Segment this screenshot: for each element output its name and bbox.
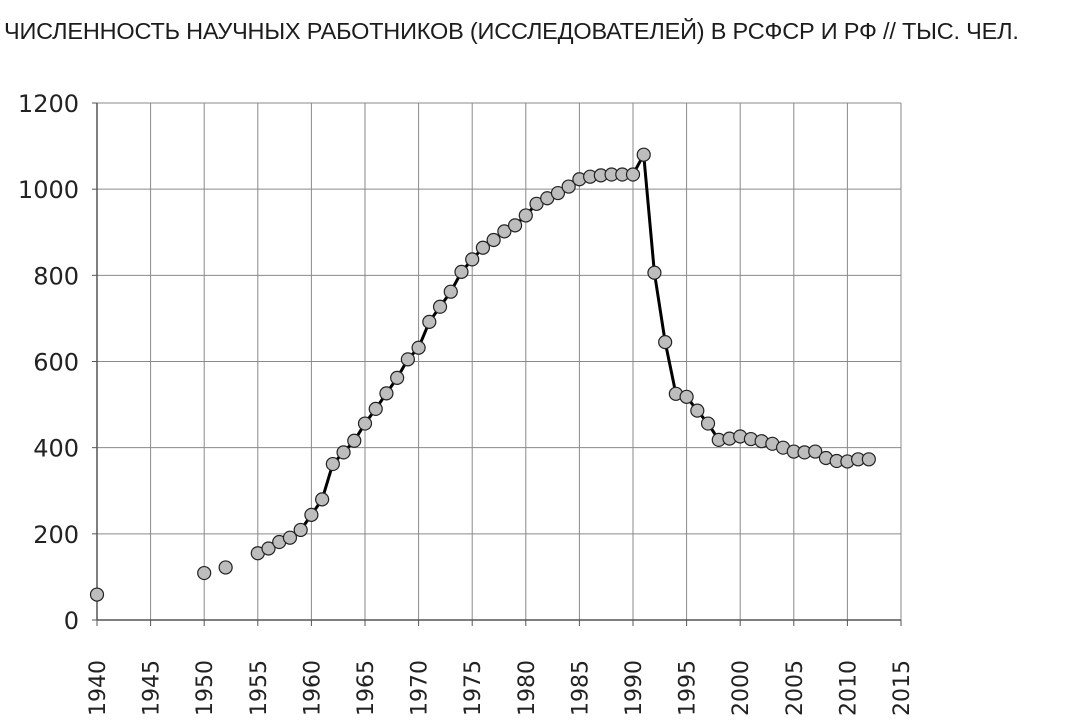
x-tick-label: 1995 (676, 660, 701, 716)
data-point (808, 444, 823, 459)
x-tick-label: 1960 (300, 660, 325, 716)
data-point (400, 352, 415, 367)
y-tick-label: 600 (33, 349, 79, 377)
data-point (390, 370, 405, 385)
x-tick-label: 2015 (890, 660, 915, 716)
y-tick-label: 1200 (18, 90, 79, 118)
x-tick-label: 1955 (247, 660, 272, 716)
data-point (379, 386, 394, 401)
y-tick-label: 800 (33, 262, 79, 290)
x-tick-label: 1990 (622, 660, 647, 716)
data-point (625, 167, 641, 182)
data-point (197, 565, 212, 581)
x-tick-label: 1965 (354, 660, 379, 716)
x-tick-label: 1940 (86, 660, 111, 716)
x-tick-label: 1975 (461, 660, 486, 716)
chart-title: ЧИСЛЕННОСТЬ НАУЧНЫХ РАБОТНИКОВ (ИССЛЕДОВ… (4, 18, 1019, 44)
data-point (218, 560, 233, 575)
data-point (561, 179, 576, 194)
data-point (465, 252, 480, 267)
x-tick-label: 1970 (408, 660, 433, 716)
data-point (336, 445, 351, 460)
y-tick-label: 400 (33, 435, 79, 463)
data-point (507, 218, 523, 233)
data-point (422, 314, 437, 329)
data-point (486, 232, 501, 248)
data-point (432, 299, 448, 314)
data-point (282, 530, 298, 545)
data-point (315, 492, 330, 507)
y-tick-label: 200 (33, 521, 79, 549)
x-tick-label: 1980 (515, 660, 540, 716)
data-point (497, 224, 512, 239)
data-point (357, 416, 373, 431)
x-tick-label: 1950 (193, 660, 218, 716)
x-tick-label: 1985 (568, 660, 593, 716)
data-point (518, 208, 533, 223)
x-tick-label: 2005 (783, 660, 808, 716)
data-point (475, 240, 491, 255)
data-point (411, 340, 426, 355)
data-point (658, 335, 673, 350)
data-point (679, 389, 694, 404)
data-point (454, 264, 469, 279)
data-point (89, 587, 105, 602)
data-point (261, 541, 276, 556)
data-point (347, 433, 362, 448)
y-tick-label: 0 (64, 607, 79, 635)
data-point (700, 416, 716, 431)
y-tick-label: 1000 (18, 176, 79, 204)
data-point (293, 522, 308, 538)
series-line (257, 153, 869, 555)
data-point (325, 456, 340, 472)
data-point (690, 403, 705, 418)
x-tick-label: 1945 (140, 660, 165, 716)
data-point (304, 507, 319, 522)
data-point (443, 284, 458, 299)
data-point (368, 401, 383, 416)
x-tick-label: 2000 (729, 660, 754, 716)
data-point (550, 185, 566, 201)
data-point (636, 147, 651, 162)
data-point (647, 265, 662, 280)
x-tick-label: 2010 (836, 660, 861, 716)
data-point (861, 452, 876, 467)
